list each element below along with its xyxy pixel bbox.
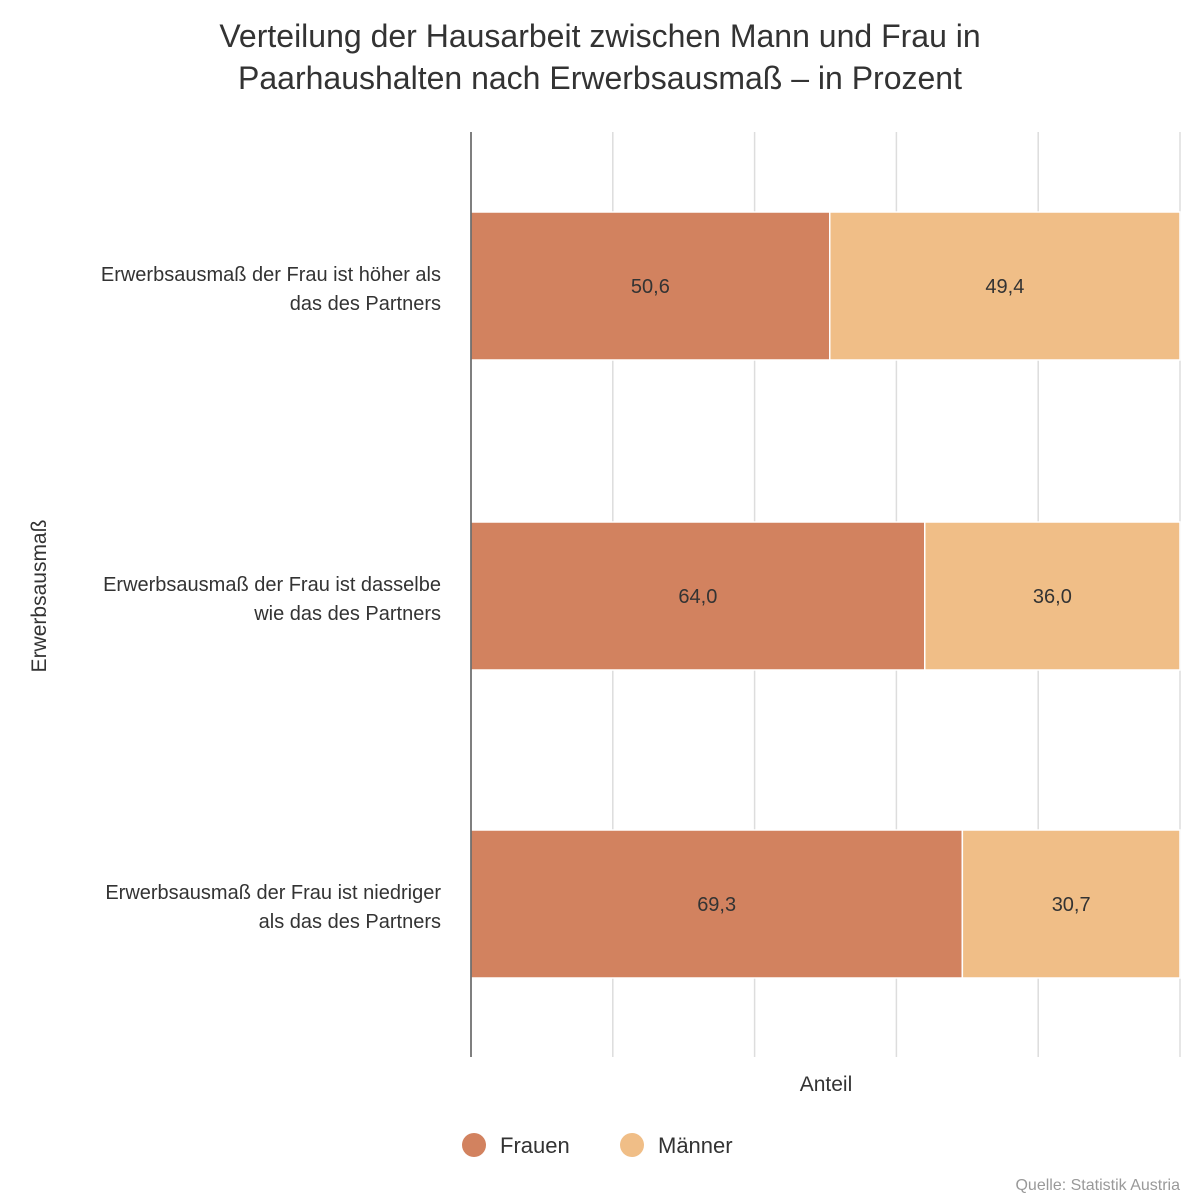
legend-marker-1: [462, 1133, 486, 1157]
data-label: 64,0: [678, 586, 717, 608]
legend-marker-2: [620, 1133, 644, 1157]
category-label: Erwerbsausmaß der Frau ist höher als: [101, 264, 441, 286]
data-label: 36,0: [1033, 586, 1072, 608]
bar-mnner-1: [829, 211, 1181, 361]
legend-label-1: Frauen: [500, 1133, 570, 1158]
category-label: Erwerbsausmaß der Frau ist dasselbe: [103, 574, 441, 596]
bar-mnner-2: [924, 521, 1181, 671]
category-label: das des Partners: [290, 293, 441, 315]
legend-label-2: Männer: [658, 1133, 733, 1158]
bar-frauen-2: [470, 521, 926, 671]
source-note: Quelle: Statistik Austria: [1015, 1177, 1180, 1194]
x-axis-title: Anteil: [800, 1073, 853, 1096]
category-label: wie das des Partners: [253, 603, 441, 625]
chart-title-line-1: Verteilung der Hausarbeit zwischen Mann …: [219, 18, 980, 54]
category-label: als das des Partners: [259, 911, 441, 933]
data-label: 50,6: [631, 276, 670, 298]
bar-frauen-3: [470, 829, 964, 979]
data-label: 49,4: [985, 276, 1024, 298]
chart-title-line-2: Paarhaushalten nach Erwerbsausmaß – in P…: [238, 60, 962, 96]
data-label: 30,7: [1052, 894, 1091, 916]
bar-mnner-3: [961, 829, 1181, 979]
bar-frauen-1: [470, 211, 831, 361]
category-label: Erwerbsausmaß der Frau ist niedriger: [105, 882, 441, 904]
y-axis-title: Erwerbsausmaß: [28, 520, 51, 673]
data-label: 69,3: [697, 894, 736, 916]
